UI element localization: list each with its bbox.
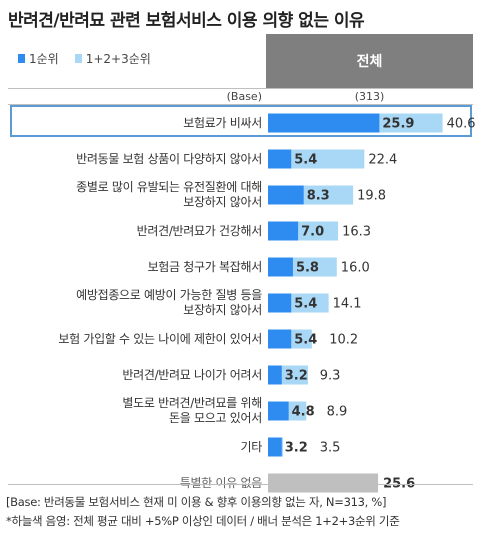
value-label-rank123: 22.4	[368, 153, 397, 168]
value-label-rank1: 3.2	[285, 441, 308, 456]
bar-rank1	[268, 437, 282, 457]
base-label: (Base)	[226, 90, 262, 103]
value-label-rank1: 7.0	[301, 225, 324, 240]
category-label-no-reason: 특별한 이유 없음	[179, 475, 263, 490]
bar-no-reason	[268, 473, 379, 493]
value-label-rank1: 8.3	[307, 189, 330, 204]
bar-rank1	[268, 365, 282, 385]
legend-swatch-rank1	[18, 54, 25, 63]
category-label: 반려동물 보험 상품이 다양하지 않아서	[76, 151, 262, 166]
bar-rank1	[268, 185, 304, 205]
value-label-rank1: 5.4	[294, 333, 317, 348]
value-label-rank1: 4.8	[292, 405, 315, 420]
value-label-rank1: 3.2	[285, 369, 308, 384]
footer-divider	[8, 484, 473, 485]
category-label: 보험 가입할 수 있는 나이에 제한이 있어서	[58, 331, 262, 346]
bar-rank1	[268, 257, 293, 277]
value-label-rank123: 8.9	[327, 405, 348, 420]
value-label-rank123: 19.8	[357, 189, 386, 204]
bar-rank1	[268, 401, 289, 421]
value-label-rank1: 5.8	[296, 261, 319, 276]
bar-rank123	[268, 149, 365, 169]
bar-rank1	[268, 113, 380, 133]
chart-title: 반려견/반려묘 관련 보험서비스 이용 의향 없는 이유	[8, 11, 365, 31]
base-divider	[8, 104, 473, 105]
bar-rank1	[268, 293, 292, 313]
bar-rank1	[268, 149, 292, 169]
value-label-rank123: 16.3	[342, 225, 371, 240]
value-label-rank123: 9.3	[320, 369, 341, 384]
bar-rank1	[268, 329, 292, 349]
legend-label-rank123: 1+2+3순위	[85, 52, 151, 66]
category-label: 예방접종으로 예방이 가능한 질병 등을 보장하지 않아서	[76, 288, 262, 317]
legend-item-rank1: 1순위	[18, 50, 59, 67]
value-label-rank123: 14.1	[333, 297, 362, 312]
category-label: 종별로 많이 유발되는 유전질환에 대해 보장하지 않아서	[76, 180, 262, 209]
value-label-rank1: 5.4	[294, 153, 317, 168]
value-label-rank1: 25.9	[382, 117, 414, 132]
value-label-rank123: 16.0	[341, 261, 370, 276]
category-label: 반려견/반려묘 나이가 어려서	[122, 367, 262, 382]
footnote-note: *하늘색 음영: 전체 평균 대비 +5%P 이상인 데이터 / 배너 분석은 …	[6, 514, 400, 528]
legend: 1순위 1+2+3순위	[18, 50, 167, 67]
category-label: 보험금 청구가 복잡해서	[147, 259, 263, 274]
value-label-rank1: 5.4	[294, 297, 317, 312]
footnote-base: [Base: 반려동물 보험서비스 현재 미 이용 & 향후 이용의향 없는 자…	[6, 495, 387, 509]
legend-swatch-rank123	[74, 54, 82, 63]
category-label: 보험료가 비싸서	[183, 115, 262, 130]
value-label-rank123: 40.6	[447, 117, 476, 132]
category-label: 기타	[240, 439, 263, 454]
base-value: (313)	[354, 90, 385, 103]
value-label-rank123: 10.2	[329, 333, 358, 348]
legend-item-rank123: 1+2+3순위	[74, 50, 151, 67]
category-label: 별도로 반려견/반려묘를 위해 돈을 모으고 있어서	[122, 396, 262, 425]
legend-label-rank1: 1순위	[29, 52, 59, 66]
header-divider	[8, 88, 473, 89]
column-header-total: 전체	[266, 34, 473, 88]
value-label-rank123: 3.5	[320, 441, 341, 456]
category-label: 반려견/반려묘가 건강해서	[136, 223, 263, 238]
bar-rank1	[268, 221, 299, 241]
